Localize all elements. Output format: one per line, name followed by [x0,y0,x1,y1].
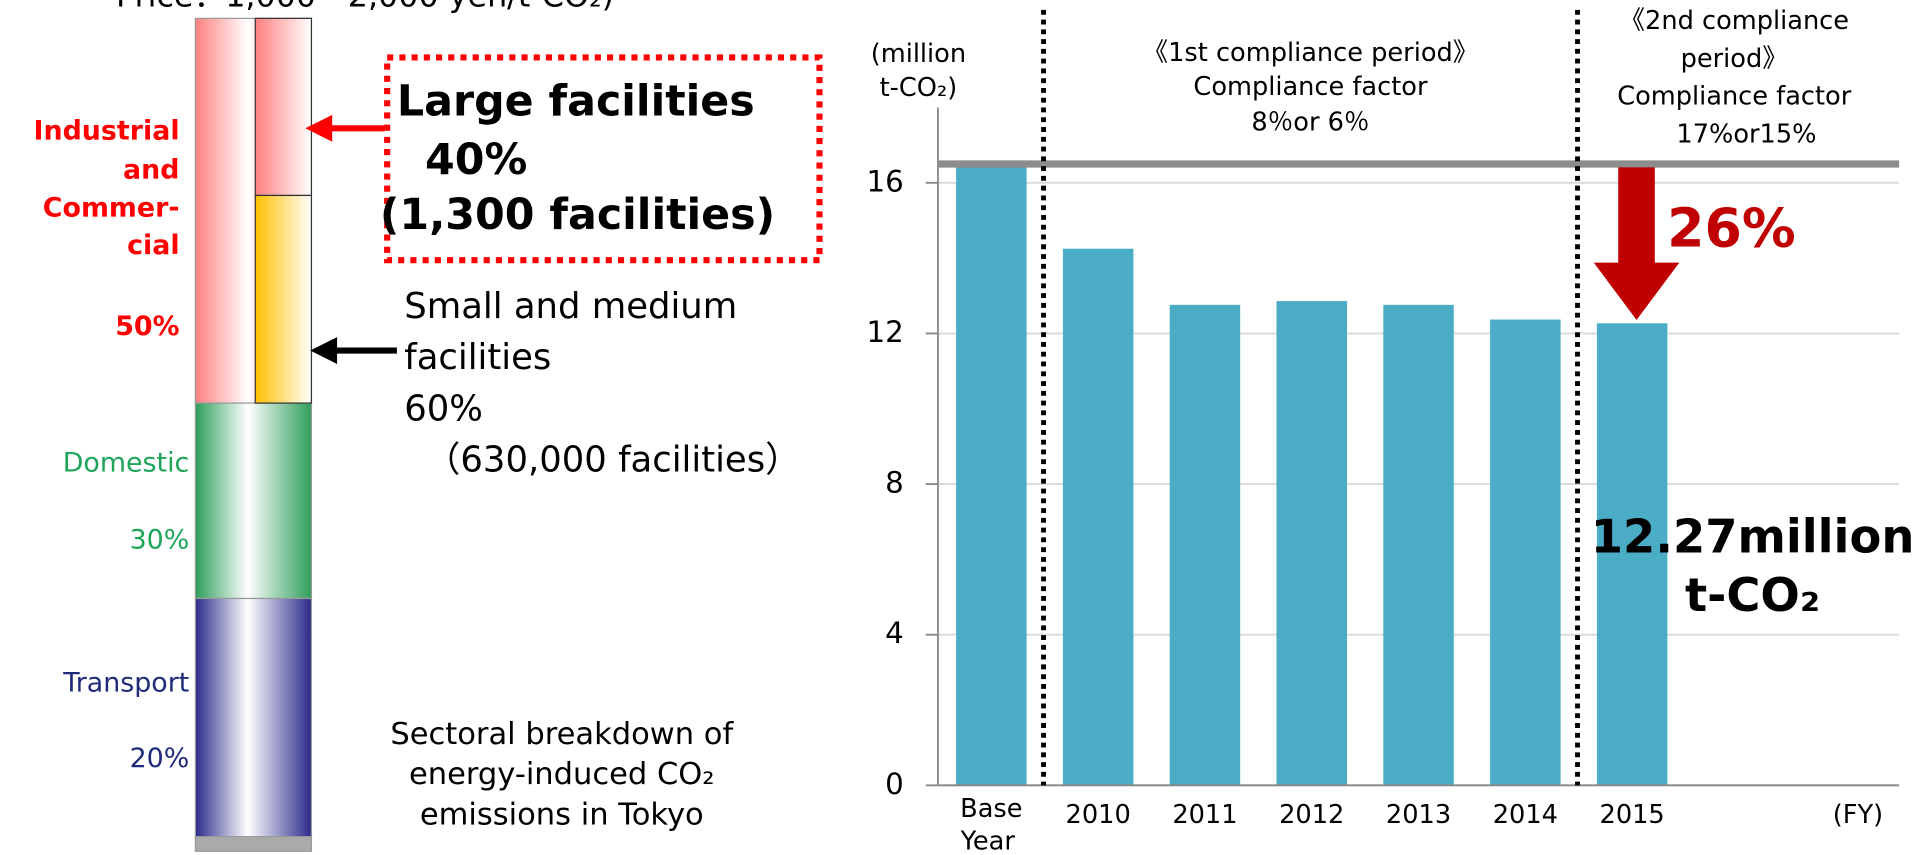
small-text: （630,000 facilities） [425,440,801,481]
result-line: 12.27million [1591,509,1915,563]
y-tick-label: 16 [866,164,903,198]
sector-share: 50% [115,311,179,342]
sector-name: Transport [62,667,189,698]
domestic-segment [194,402,313,600]
x-tick-label: Base Year [952,794,1022,855]
sector-name: Commer- [43,192,180,223]
bar [1276,301,1347,786]
plot: 0 4 8 12 16 Base Year 2010 2011 2012 2013 2014 2015… [866,9,1900,855]
result-line: t-CO₂ [1685,568,1820,622]
small-text: facilities [404,337,551,378]
bar [1596,323,1668,786]
sector-share: 30% [130,525,190,556]
x-tick-label: 2012 [1279,800,1344,830]
period1: 《1st compliance period》 Compliance facto… [1143,38,1479,138]
bar [1383,304,1454,786]
small-column [254,194,313,404]
y-axis-label: (million t-CO₂) [871,39,966,103]
period-line: 8％or 6％ [1251,107,1369,137]
x-tick-label: 2013 [1386,800,1451,830]
other-labels: Domestic 30% Transport 20% [62,448,189,775]
sector-name: Domestic [63,448,190,479]
x-tick-label: 2015 [1600,800,1665,830]
period-line: 17%or15% [1676,120,1816,150]
y-tick-label: 12 [866,315,903,349]
period-line: period》 [1681,44,1788,74]
sector-share: 20% [130,743,190,774]
caption-line: energy-induced CO₂ [409,757,715,792]
large-arrow-head [305,114,333,142]
top-note: Price：1,000 - 2,000 yen/t-CO₂) [116,0,614,15]
bar [1169,304,1241,786]
result-label: 12.27million t-CO₂ [1591,509,1915,622]
caption: Sectoral breakdown of energy-induced CO₂… [390,717,734,833]
large-text: Large facilities [397,76,755,126]
y-label-line: t-CO₂) [880,73,958,103]
x-tick-label: 2011 [1172,800,1237,830]
reduction-label: 26% [1667,197,1796,260]
large-column [254,17,313,197]
caption-line: emissions in Tokyo [420,797,704,832]
industrial-label: Industrial and Commer- cial 50% [33,115,179,341]
bar [1490,319,1561,786]
reduction-arrow [1593,167,1680,321]
y-tick-label: 0 [885,767,904,801]
x-tick-label: 2014 [1493,800,1558,830]
sector-name: and [123,155,179,186]
y-tick-label: 8 [885,466,904,500]
y-tick-label: 4 [885,616,904,650]
bar [1062,248,1134,786]
period-line: Compliance factor [1193,72,1428,102]
period2: 《2nd compliance period》 Compliance facto… [1617,6,1852,150]
period-line: 《1st compliance period》 [1143,38,1479,68]
bar [956,164,1027,786]
x-tick-label: 2010 [1066,800,1131,830]
y-label-line: (million [871,39,966,69]
large-label: Large facilities 40% (1,300 facilities) [380,76,775,240]
small-text: 60% [404,388,483,429]
large-text: (1,300 facilities) [380,190,775,240]
transport-segment [194,597,313,838]
small-arrow-head [310,337,338,364]
large-text: 40% [425,135,527,185]
sector-name: cial [127,230,179,261]
x-axis-label: (FY) [1833,800,1883,830]
small-text: Small and medium [404,286,737,327]
caption-line: Sectoral breakdown of [390,717,734,752]
other-segment [194,836,313,852]
sector-name: Industrial [33,115,179,146]
period-line: 《2nd compliance [1619,6,1849,36]
small-label: Small and medium facilities 60% （630,000… [404,286,800,481]
period-line: Compliance factor [1617,82,1852,112]
